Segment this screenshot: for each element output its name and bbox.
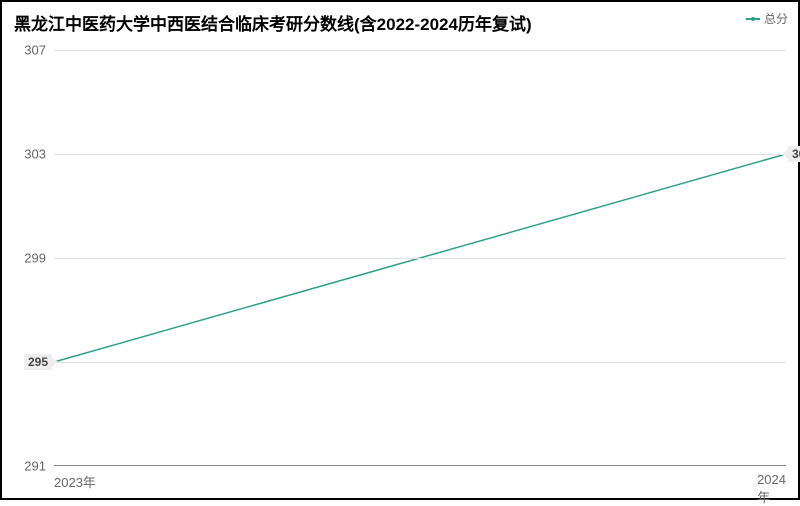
data-point-label: 295	[24, 354, 52, 370]
data-point-label: 303	[788, 146, 800, 162]
legend: 总分	[746, 10, 788, 27]
legend-marker-icon	[746, 18, 760, 20]
y-gridline	[54, 258, 786, 259]
chart-title: 黑龙江中医药大学中西医结合临床考研分数线(含2022-2024历年复试)	[14, 10, 532, 35]
y-gridline	[54, 154, 786, 155]
chart-container: 黑龙江中医药大学中西医结合临床考研分数线(含2022-2024历年复试) 总分 …	[0, 0, 800, 500]
x-tick-label: 2024年	[757, 472, 786, 506]
y-tick-label: 291	[24, 459, 46, 474]
plot-area: 2912952993033072023年2024年295303	[54, 50, 786, 466]
y-tick-label: 307	[24, 43, 46, 58]
y-gridline	[54, 362, 786, 363]
y-gridline	[54, 50, 786, 51]
legend-label: 总分	[764, 10, 788, 27]
y-tick-label: 303	[24, 147, 46, 162]
x-tick-label: 2023年	[54, 472, 96, 491]
y-tick-label: 299	[24, 251, 46, 266]
